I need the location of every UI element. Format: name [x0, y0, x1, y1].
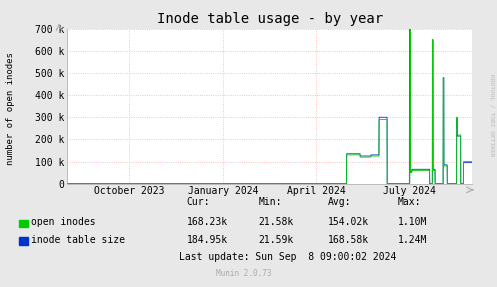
Text: 154.02k: 154.02k [328, 217, 369, 227]
Text: Max:: Max: [398, 197, 421, 207]
Text: Min:: Min: [258, 197, 282, 207]
Text: Munin 2.0.73: Munin 2.0.73 [216, 269, 272, 278]
Text: Cur:: Cur: [186, 197, 210, 207]
Text: Avg:: Avg: [328, 197, 351, 207]
Text: 1.24M: 1.24M [398, 234, 427, 245]
Text: 21.58k: 21.58k [258, 217, 294, 227]
Text: 184.95k: 184.95k [186, 234, 228, 245]
Text: RRDTOOL / TOBI OETIKER: RRDTOOL / TOBI OETIKER [490, 73, 495, 156]
Text: inode table size: inode table size [31, 234, 125, 245]
Text: 21.59k: 21.59k [258, 234, 294, 245]
Text: open inodes: open inodes [31, 217, 95, 227]
Title: Inode table usage - by year: Inode table usage - by year [157, 12, 383, 26]
Text: Last update: Sun Sep  8 09:00:02 2024: Last update: Sun Sep 8 09:00:02 2024 [179, 252, 396, 262]
Text: number of open inodes: number of open inodes [6, 53, 15, 166]
Text: 168.58k: 168.58k [328, 234, 369, 245]
Text: 1.10M: 1.10M [398, 217, 427, 227]
Text: 168.23k: 168.23k [186, 217, 228, 227]
